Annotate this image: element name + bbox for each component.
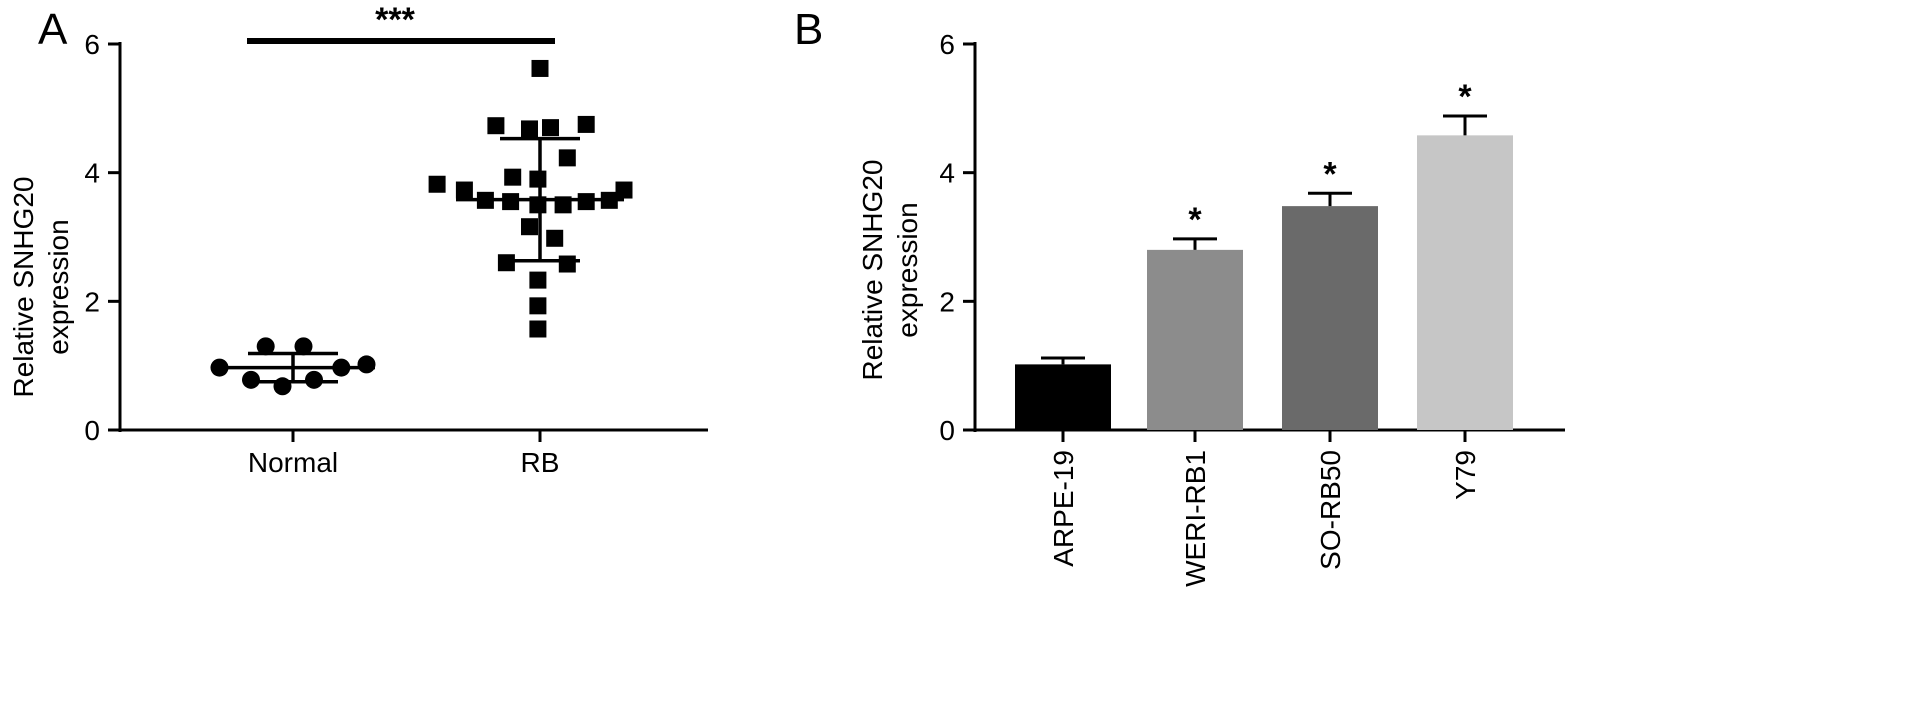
data-point-square: [558, 255, 576, 273]
bar: [1015, 364, 1111, 430]
significance-star: *: [1323, 155, 1337, 193]
panel-b-bar-chart: B 0 2 4 6 ARPE-19 WERI-RB1 SO-RB50 Y79 Relativ…: [794, 5, 1565, 587]
bar: [1147, 249, 1243, 430]
panel-a-significance: ***: [247, 1, 555, 44]
panel-a-scatter-plot: A 0 2 4 6 Normal RB Relative SNHG20 expressi…: [8, 1, 708, 478]
data-point-square: [577, 193, 595, 211]
panel-a-marks: [210, 59, 633, 396]
data-point-circle: [357, 355, 376, 374]
bar: [1282, 206, 1378, 430]
panel-a-x-axis: Normal RB: [120, 428, 708, 478]
x-tick-label: SO-RB50: [1315, 450, 1346, 570]
data-point-square: [529, 271, 547, 289]
data-point-square: [521, 218, 538, 236]
data-point-square: [521, 120, 538, 138]
data-point-square: [502, 193, 520, 211]
panel-a-letter: A: [38, 5, 68, 54]
panel-a-y-axis-title-line2: expression: [43, 219, 74, 354]
data-point-square: [615, 181, 633, 199]
panel-b-letter: B: [794, 5, 823, 54]
data-point-circle: [273, 377, 292, 396]
x-tick-label: RB: [521, 447, 560, 478]
data-point-square: [558, 149, 576, 167]
data-point-square: [487, 117, 505, 135]
data-point-square: [542, 119, 559, 137]
data-point-circle: [242, 370, 260, 389]
data-point-circle: [256, 337, 275, 356]
bar: [1417, 135, 1513, 430]
x-tick-label: ARPE-19: [1048, 450, 1079, 567]
data-point-square: [577, 115, 595, 133]
y-tick-label: 0: [939, 415, 955, 446]
panel-b-y-axis-title-line2: expression: [892, 202, 923, 337]
data-point-square: [531, 59, 549, 77]
significance-stars: ***: [375, 1, 415, 39]
data-point-square: [529, 170, 547, 188]
x-tick-label: Normal: [248, 447, 338, 478]
y-tick-label: 2: [939, 286, 955, 317]
data-point-square: [529, 320, 547, 338]
data-point-square: [497, 254, 515, 272]
panel-b-marks: * * *: [1015, 78, 1513, 430]
data-point-square: [546, 229, 564, 247]
y-tick-label: 4: [939, 158, 955, 189]
panel-b-x-axis: ARPE-19 WERI-RB1 SO-RB50 Y79: [975, 428, 1565, 587]
y-tick-label: 6: [939, 29, 955, 60]
significance-star: *: [1458, 78, 1472, 116]
y-tick-label: 0: [84, 415, 100, 446]
data-point-square: [428, 175, 446, 193]
panel-a-y-axis: 0 2 4 6: [84, 29, 122, 446]
y-tick-label: 6: [84, 29, 100, 60]
panel-b-y-axis-title-line1: Relative SNHG20: [857, 160, 888, 381]
significance-star: *: [1188, 201, 1202, 239]
panel-a-y-axis-title-line1: Relative SNHG20: [8, 177, 39, 398]
y-tick-label: 2: [84, 286, 100, 317]
data-point-square: [529, 297, 547, 315]
data-point-square: [504, 168, 522, 186]
x-tick-label: WERI-RB1: [1180, 450, 1211, 587]
y-tick-label: 4: [84, 158, 100, 189]
data-point-circle: [305, 370, 323, 389]
data-point-square: [455, 181, 473, 199]
panel-b-y-axis: 0 2 4 6: [939, 29, 977, 446]
data-point-circle: [294, 337, 313, 356]
x-tick-label: Y79: [1450, 450, 1481, 500]
